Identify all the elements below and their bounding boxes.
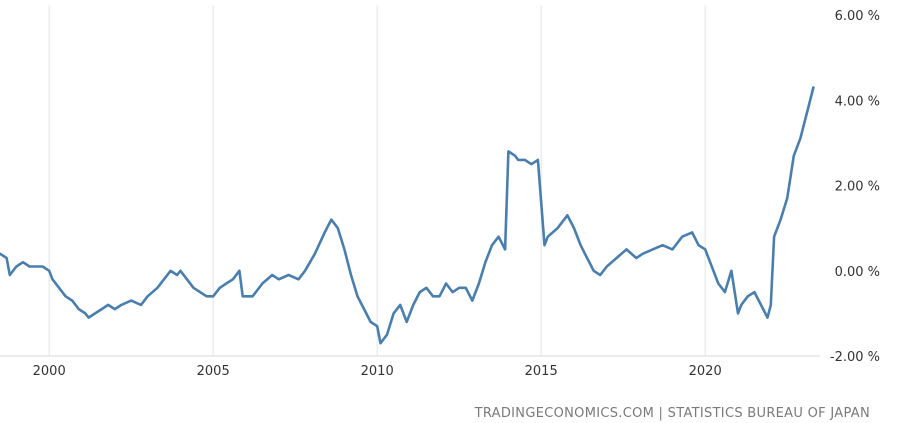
series-group <box>0 86 815 345</box>
y-tick-label: 4.00 % <box>835 94 880 109</box>
source-label: TRADINGECONOMICS.COM | STATISTICS BUREAU… <box>474 406 870 421</box>
x-tick-label: 2000 <box>33 364 66 379</box>
y-tick-label: 2.00 % <box>835 180 880 195</box>
series-line <box>0 86 815 345</box>
y-tick-labels: -2.00 % 0.00 % 2.00 % 4.00 % 6.00 % <box>830 9 880 365</box>
x-tick-label: 2010 <box>361 364 394 379</box>
y-tick-label: 0.00 % <box>835 265 880 280</box>
y-tick-label: 6.00 % <box>835 9 880 24</box>
x-tick-labels: 2000 2005 2010 2015 2020 <box>33 364 722 379</box>
x-tick-label: 2005 <box>197 364 230 379</box>
x-tick-label: 2015 <box>525 364 558 379</box>
x-tick-label: 2020 <box>689 364 722 379</box>
y-tick-label: -2.00 % <box>830 350 880 365</box>
